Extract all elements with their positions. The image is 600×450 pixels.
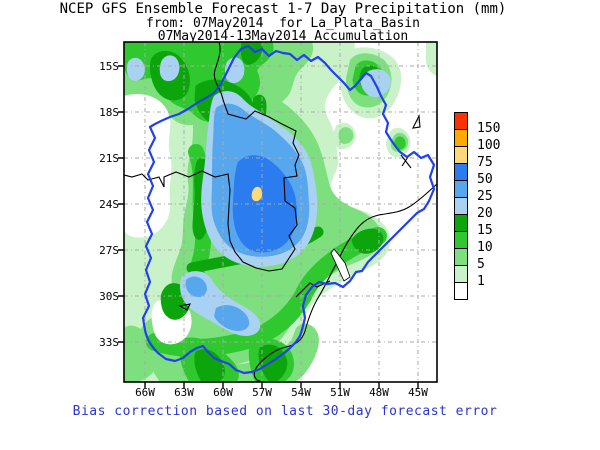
colorbar-swatch-10 <box>454 231 468 249</box>
plot-title-line2: from: 07May2014 for La_Plata_Basin <box>146 16 420 31</box>
plot-title-line3: 07May2014-13May2014 Accumulation <box>157 29 409 44</box>
map-frame <box>118 41 438 388</box>
colorbar-swatch-1 <box>454 265 468 283</box>
plot-title-line1: NCEP GFS Ensemble Forecast 1-7 Day Preci… <box>59 1 507 17</box>
colorbar-label-20: 20 <box>477 206 493 221</box>
lat-label-18S: 18S <box>99 106 119 119</box>
colorbar-label-150: 150 <box>477 121 501 136</box>
grid-lines <box>124 42 437 382</box>
bias-caption: Bias correction based on last 30-day for… <box>72 404 498 419</box>
colorbar-swatch-100 <box>454 129 468 147</box>
lon-label-60W: 60W <box>213 386 233 399</box>
lat-label-33S: 33S <box>99 336 119 349</box>
colorbar-label-5: 5 <box>477 257 485 272</box>
lon-label-63W: 63W <box>174 386 194 399</box>
colorbar <box>454 112 468 300</box>
colorbar-swatch-25 <box>454 180 468 198</box>
lat-label-30S: 30S <box>99 290 119 303</box>
colorbar-swatch-15 <box>454 214 468 232</box>
precip-fill-75mm <box>251 186 263 202</box>
lat-label-27S: 27S <box>99 244 119 257</box>
lat-label-24S: 24S <box>99 198 119 211</box>
colorbar-label-10: 10 <box>477 240 493 255</box>
lake-outline-3 <box>178 303 191 311</box>
colorbar-swatch-75 <box>454 146 468 164</box>
colorbar-label-75: 75 <box>477 155 493 170</box>
colorbar-swatch-20 <box>454 197 468 215</box>
lon-label-45W: 45W <box>408 386 428 399</box>
lon-label-57W: 57W <box>252 386 272 399</box>
colorbar-label-15: 15 <box>477 223 493 238</box>
map-area <box>124 42 437 382</box>
colorbar-label-1: 1 <box>477 274 485 289</box>
colorbar-swatch-below-1 <box>454 282 468 300</box>
lat-label-15S: 15S <box>99 60 119 73</box>
lagoon-outline <box>330 248 351 282</box>
precip-hole-dry <box>124 93 192 345</box>
colorbar-label-100: 100 <box>477 138 501 153</box>
lake-outline-1 <box>412 114 421 129</box>
colorbar-label-25: 25 <box>477 189 493 204</box>
precip-fill-50mm <box>232 155 297 253</box>
country-borders <box>124 42 437 382</box>
lon-label-54W: 54W <box>291 386 311 399</box>
lat-label-21S: 21S <box>99 152 119 165</box>
lon-label-66W: 66W <box>135 386 155 399</box>
lon-label-51W: 51W <box>330 386 350 399</box>
lon-label-48W: 48W <box>369 386 389 399</box>
colorbar-label-50: 50 <box>477 172 493 187</box>
colorbar-swatch-50 <box>454 163 468 181</box>
colorbar-swatch-5 <box>454 248 468 266</box>
basin-outline <box>141 44 436 375</box>
colorbar-swatch-150 <box>454 112 468 130</box>
